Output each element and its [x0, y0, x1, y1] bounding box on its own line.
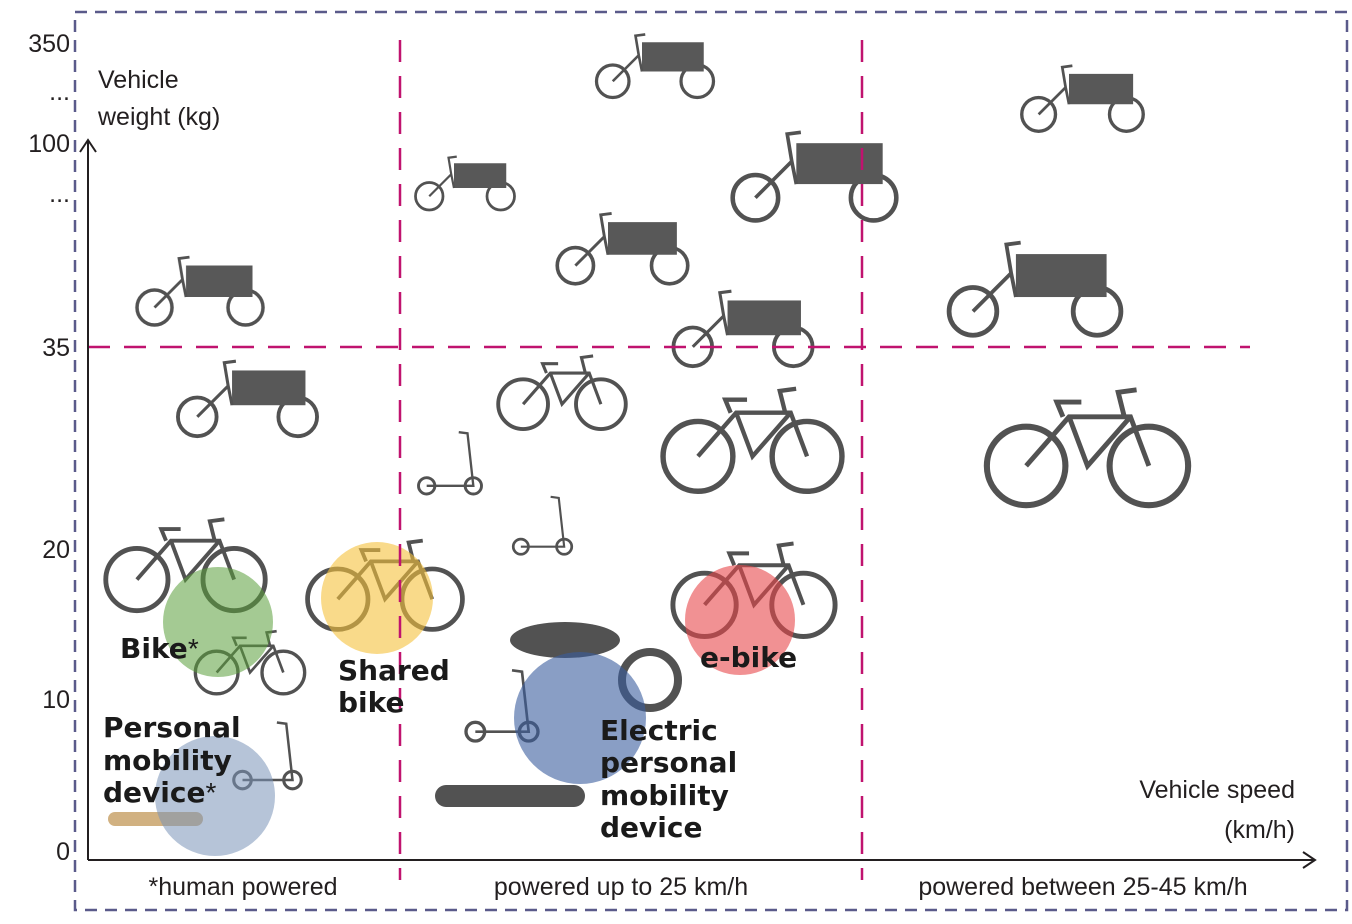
- skateboard-icon: [435, 785, 585, 807]
- zone-label: *human powered: [148, 873, 337, 901]
- vehicles: [106, 34, 1188, 826]
- cluster-label: bike: [338, 686, 405, 719]
- y-labels: 350 ... 100 ... 35 20 10 0: [28, 30, 70, 866]
- y-label: ...: [49, 180, 70, 208]
- cluster-label: Shared: [338, 654, 450, 687]
- scooter-icon: [419, 432, 482, 494]
- zone-label: powered between 25-45 km/h: [918, 873, 1247, 901]
- cargo-icon: [949, 243, 1121, 336]
- x-title: Vehicle speed: [1139, 776, 1295, 804]
- y-label: 10: [42, 686, 70, 714]
- y-title: weight (kg): [97, 103, 220, 131]
- cargo-icon: [597, 34, 714, 97]
- bike-icon: [663, 389, 842, 492]
- y-label: 100: [28, 130, 70, 158]
- hoverboard-icon: [510, 622, 620, 658]
- scooter-icon: [513, 497, 572, 554]
- cluster-label: device*: [103, 776, 216, 809]
- bike-icon: [987, 390, 1188, 505]
- cluster-note: *: [188, 633, 199, 664]
- y-title: Vehicle: [98, 66, 179, 94]
- cargo-icon: [1022, 66, 1144, 131]
- cluster-note: *: [205, 777, 216, 808]
- cargo-icon: [416, 157, 515, 210]
- cluster-label: Electric: [600, 714, 718, 747]
- diagram: 350 ... 100 ... 35 20 10 0 Vehicle weigh…: [0, 0, 1352, 919]
- zone-label: powered up to 25 km/h: [494, 873, 748, 901]
- cluster-label: mobility: [103, 744, 232, 777]
- y-label: 20: [42, 536, 70, 564]
- cargo-icon: [733, 132, 897, 220]
- y-label: 350: [28, 30, 70, 58]
- shared-bike-bubble: [321, 542, 433, 654]
- cluster-label: Bike*: [120, 632, 199, 665]
- bike-icon: [498, 356, 626, 429]
- cluster-line: Bike: [120, 632, 188, 665]
- cluster-line: device: [103, 776, 205, 809]
- cargo-icon: [557, 213, 688, 283]
- cluster-label: mobility: [600, 779, 729, 812]
- cluster-label: personal: [600, 746, 737, 779]
- y-label: ...: [49, 78, 70, 106]
- cargo-icon: [137, 257, 263, 325]
- y-label: 0: [56, 838, 70, 866]
- cluster-label: device: [600, 811, 702, 844]
- cargo-icon: [673, 291, 812, 366]
- cluster-label: e-bike: [700, 641, 797, 674]
- cluster-label: Personal: [103, 711, 241, 744]
- cargo-icon: [178, 361, 317, 436]
- x-title: (km/h): [1224, 816, 1295, 844]
- y-label: 35: [42, 334, 70, 362]
